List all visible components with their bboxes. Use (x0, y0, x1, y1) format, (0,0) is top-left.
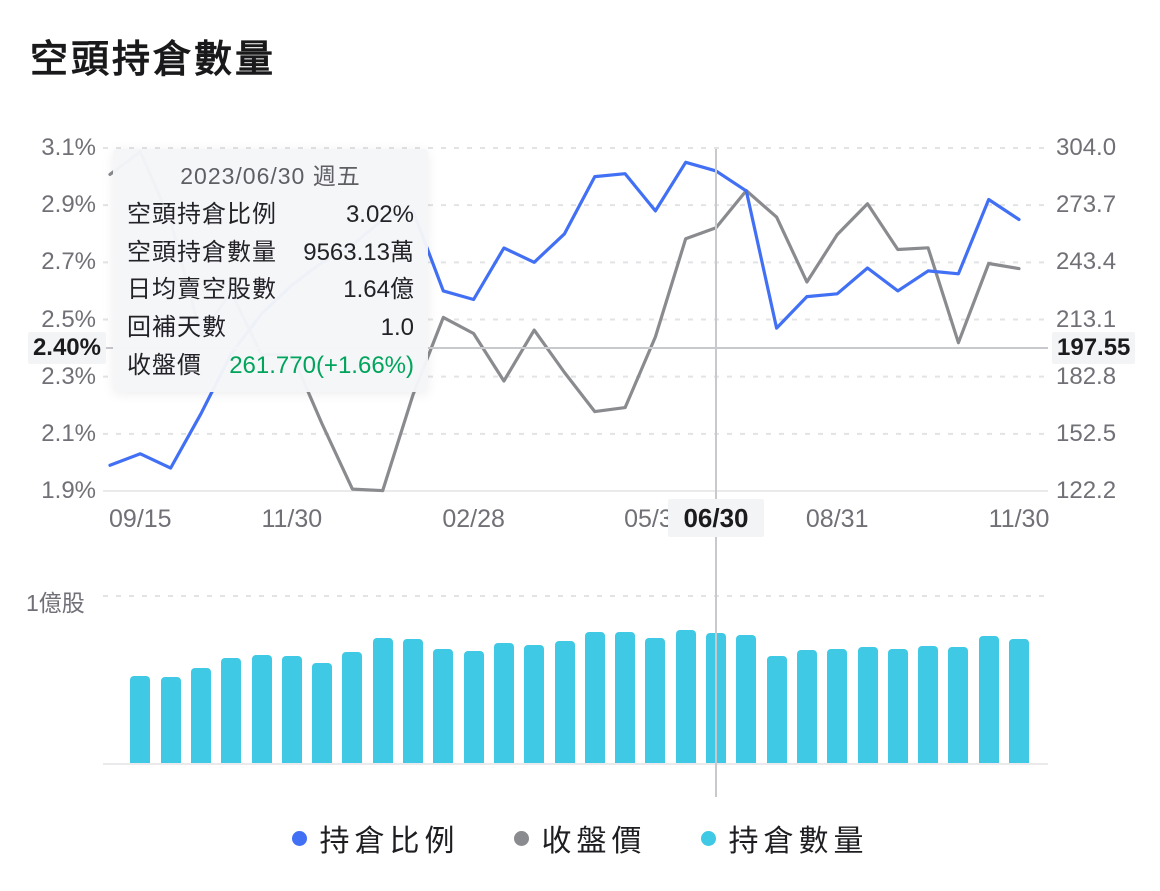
tooltip-row: 收盤價 261.770(+1.66%) (127, 345, 414, 380)
volume-bar[interactable] (372, 638, 393, 764)
volume-bar[interactable] (1009, 639, 1029, 764)
volume-bar[interactable] (524, 645, 545, 764)
tooltip-row-value: 1.64億 (343, 276, 414, 304)
tooltip-date: 2023/06/30 週五 (180, 163, 361, 189)
x-axis-label: 02/28 (442, 505, 505, 533)
y-axis-label-left: 2.3% (41, 362, 96, 390)
volume-bar[interactable] (463, 651, 484, 764)
volume-bar[interactable] (796, 650, 817, 764)
volume-bar[interactable] (918, 646, 939, 764)
volume-bar[interactable] (554, 641, 575, 764)
x-axis-label: 11/30 (988, 505, 1050, 533)
tooltip-close-value: 261.770(+1.66%) (229, 351, 414, 379)
y-axis-label-left: 2.9% (41, 191, 96, 219)
legend-label: 持倉數量 (728, 825, 869, 858)
tooltip-row-label: 空頭持倉數量 (127, 238, 277, 266)
legend-label: 持倉比例 (319, 825, 460, 858)
volume-bar[interactable] (766, 656, 787, 764)
volume-bar[interactable] (251, 655, 272, 764)
legend-item-ratio[interactable]: 持倉比例 (291, 816, 460, 860)
y-axis-label-right: 182.8 (1056, 362, 1117, 390)
y-axis-label-left: 2.5% (41, 305, 96, 333)
volume-bar[interactable] (312, 663, 333, 764)
volume-unit-label: 1億股 (26, 590, 85, 616)
crosshair-left-label: 2.40% (27, 332, 106, 364)
x-axis-label: 09/15 (109, 505, 172, 533)
volume-bar[interactable] (948, 647, 969, 764)
y-axis-label-left: 1.9% (41, 477, 96, 504)
close-dot-icon (513, 830, 529, 846)
volume-bar[interactable] (221, 658, 242, 764)
tooltip: 2023/06/30 週五 空頭持倉比例 3.02% 空頭持倉數量 9563.1… (113, 149, 428, 392)
tooltip-row: 回補天數 1.0 (127, 307, 414, 342)
volume-bar[interactable] (584, 632, 605, 764)
tooltip-row-label: 空頭持倉比例 (127, 200, 277, 228)
y-axis-label-right: 304.0 (1056, 134, 1117, 161)
volume-bar[interactable] (645, 637, 666, 764)
volume-bar[interactable] (493, 643, 514, 764)
legend-item-shares[interactable]: 持倉數量 (700, 816, 869, 860)
tooltip-row-label: 收盤價 (127, 351, 202, 379)
x-axis-label: 11/30 (261, 505, 323, 533)
legend-item-close[interactable]: 收盤價 (513, 816, 647, 860)
crosshair-right-label: 197.55 (1052, 332, 1136, 364)
ratio-dot-icon (291, 830, 307, 846)
volume-bar[interactable] (160, 677, 181, 764)
x-axis-label: 08/31 (805, 505, 869, 533)
volume-bar[interactable] (615, 632, 636, 764)
legend: 持倉比例 收盤價 持倉數量 (0, 816, 1160, 860)
volume-bar[interactable] (342, 652, 363, 764)
shares-dot-icon (700, 830, 716, 846)
y-axis-label-right: 152.5 (1056, 419, 1117, 447)
volume-bar[interactable] (281, 656, 302, 764)
page-title: 空頭持倉數量 (30, 39, 277, 81)
y-axis-label-left: 3.1% (41, 134, 96, 161)
crosshair-date-badge: 06/30 (668, 499, 764, 537)
tooltip-row: 空頭持倉數量 9563.13萬 (127, 232, 414, 267)
volume-bar[interactable] (130, 676, 151, 764)
tooltip-row: 空頭持倉比例 3.02% (127, 194, 414, 229)
volume-bar[interactable] (403, 639, 423, 764)
tooltip-row-value: 9563.13萬 (303, 238, 414, 266)
legend-label: 收盤價 (541, 825, 647, 858)
tooltip-row: 日均賣空股數 1.64億 (127, 269, 414, 304)
y-axis-label-right: 213.1 (1056, 305, 1117, 333)
volume-bar[interactable] (887, 649, 908, 764)
y-axis-label-right: 243.4 (1056, 248, 1117, 276)
volume-bar[interactable] (857, 647, 878, 764)
volume-bar[interactable] (827, 649, 848, 764)
y-axis-label-right: 122.2 (1056, 477, 1117, 504)
volume-bar[interactable] (190, 668, 211, 764)
y-axis-label-left: 2.1% (41, 419, 96, 447)
y-axis-label-left: 2.7% (41, 248, 96, 276)
volume-bar[interactable] (433, 649, 454, 764)
tooltip-row-value: 1.0 (380, 314, 414, 342)
volume-bar[interactable] (675, 629, 696, 764)
volume-bar[interactable] (978, 636, 999, 764)
y-axis-label-right: 273.7 (1056, 191, 1117, 219)
volume-bar[interactable] (736, 635, 757, 764)
tooltip-row-label: 日均賣空股數 (127, 276, 277, 304)
tooltip-row-label: 回補天數 (127, 314, 227, 342)
tooltip-row-value: 3.02% (345, 200, 414, 228)
